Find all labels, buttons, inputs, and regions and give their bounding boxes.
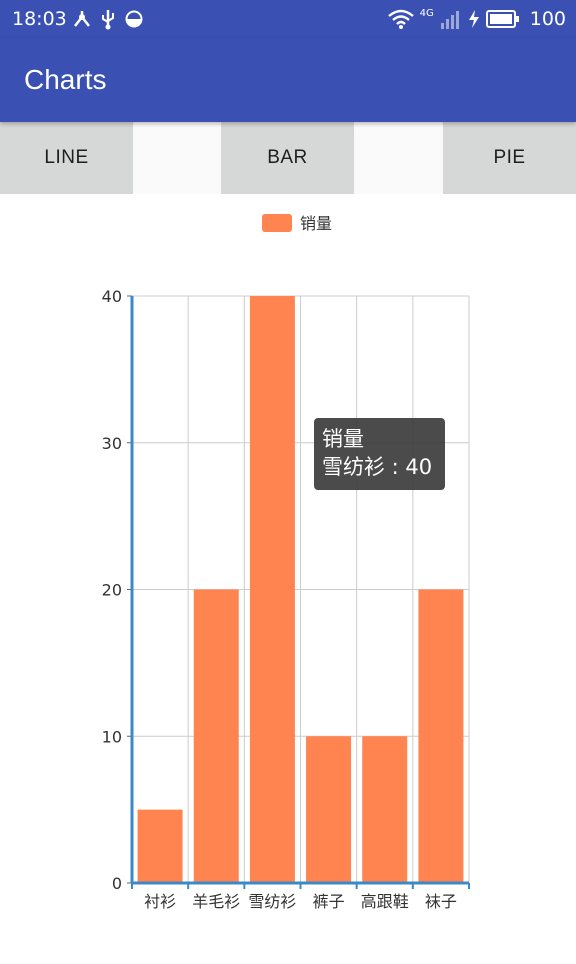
chart-area: 销量 0 10 20 30 40 衬衫 羊毛衫 雪纺衫 裤子 高跟鞋 袜子 销量 雪纺衫 : 40 bbox=[0, 194, 576, 960]
bars bbox=[137, 296, 464, 884]
x-tick-label: 裤子 bbox=[313, 892, 345, 911]
usb-icon bbox=[102, 10, 114, 30]
bar-chart[interactable]: 销量 0 10 20 30 40 衬衫 羊毛衫 雪纺衫 裤子 高跟鞋 袜子 bbox=[0, 194, 576, 960]
bar[interactable] bbox=[362, 736, 408, 883]
chart-type-tabs: LINE BAR PIE bbox=[0, 122, 576, 194]
line-button[interactable]: LINE bbox=[0, 122, 133, 194]
legend-label[interactable]: 销量 bbox=[300, 214, 332, 233]
pie-button[interactable]: PIE bbox=[443, 122, 576, 194]
bar[interactable] bbox=[418, 589, 464, 884]
x-tick-label: 衬衫 bbox=[144, 892, 176, 911]
wifi-icon bbox=[387, 9, 414, 29]
legend[interactable]: 销量 bbox=[262, 214, 332, 233]
axes bbox=[127, 295, 470, 889]
bar[interactable] bbox=[193, 589, 239, 884]
usb-tree-icon bbox=[74, 11, 90, 27]
status-time: 18:03 bbox=[12, 8, 67, 30]
signal-icon bbox=[440, 11, 459, 29]
y-tick-label: 20 bbox=[102, 581, 122, 600]
tooltip: 销量 雪纺衫 : 40 bbox=[314, 418, 445, 490]
x-tick-label: 袜子 bbox=[425, 892, 457, 911]
x-tick-label: 高跟鞋 bbox=[361, 892, 409, 911]
bar[interactable] bbox=[306, 736, 352, 883]
charging-icon bbox=[468, 10, 479, 28]
status-left-icons bbox=[72, 8, 144, 30]
legend-swatch[interactable] bbox=[262, 214, 292, 232]
y-tick-label: 0 bbox=[112, 874, 122, 893]
y-tick-label: 30 bbox=[102, 434, 122, 453]
bar[interactable] bbox=[249, 296, 295, 883]
battery-level: 100 bbox=[529, 8, 566, 30]
network-type: 4G bbox=[419, 8, 434, 19]
y-tick-labels: 0 10 20 30 40 bbox=[102, 287, 122, 893]
battery-icon bbox=[485, 10, 519, 28]
y-tick-label: 40 bbox=[102, 287, 122, 306]
x-tick-label: 雪纺衫 bbox=[248, 892, 296, 911]
status-right-icons: 4G 100 bbox=[387, 7, 566, 31]
status-bar: 18:03 4G bbox=[0, 0, 576, 38]
y-tick-label: 10 bbox=[102, 727, 122, 746]
app-title: Charts bbox=[24, 64, 107, 95]
bar-button[interactable]: BAR bbox=[221, 122, 354, 194]
data-saver-icon bbox=[125, 10, 143, 28]
app-bar: Charts bbox=[0, 38, 576, 122]
x-tick-labels: 衬衫 羊毛衫 雪纺衫 裤子 高跟鞋 袜子 bbox=[144, 892, 457, 911]
tooltip-value: 雪纺衫 : 40 bbox=[322, 455, 433, 479]
tooltip-series: 销量 bbox=[322, 427, 364, 451]
bar[interactable] bbox=[137, 809, 183, 883]
x-tick-label: 羊毛衫 bbox=[192, 892, 240, 911]
